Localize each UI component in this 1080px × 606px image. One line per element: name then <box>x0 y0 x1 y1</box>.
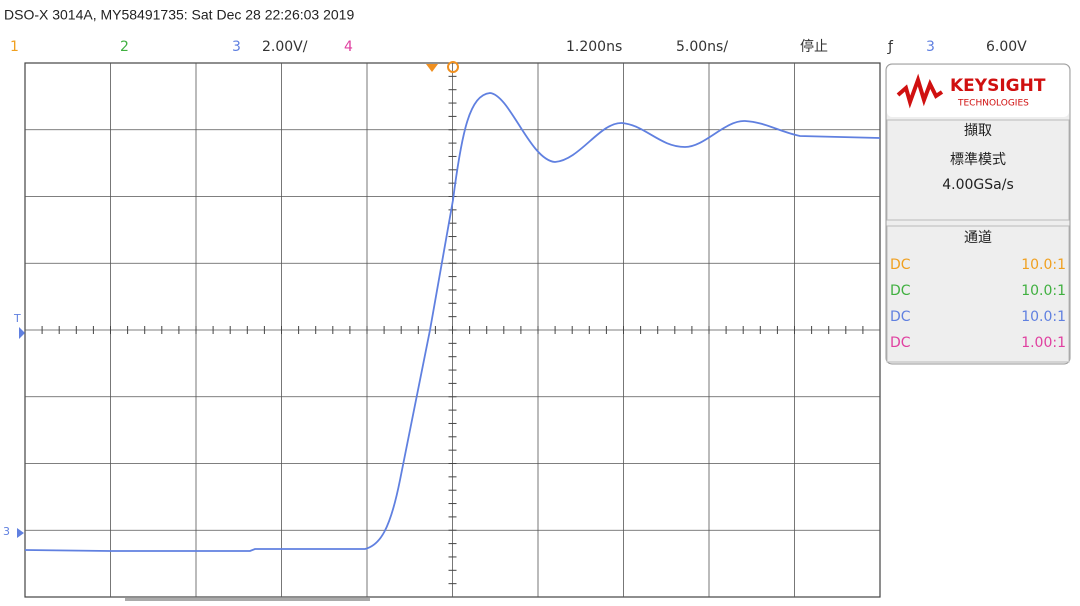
acquire-box <box>886 119 1070 221</box>
side-panel: KEYSIGHT TECHNOLOGIES 擷取 標準模式 4.00GSa/s … <box>885 63 1071 365</box>
trigger-arrow <box>19 327 25 339</box>
probe-ratio: 10.0:1 <box>1021 309 1066 325</box>
ch3-ground-marker: 3 <box>3 525 10 538</box>
probe-ratio: 10.0:1 <box>1021 283 1066 299</box>
ch2-label: 2 <box>120 39 129 55</box>
trigger-level: 6.00V <box>986 39 1027 55</box>
acquire-mode: 標準模式 <box>950 152 1006 168</box>
run-state: 停止 <box>800 38 828 55</box>
ch3-scale: 2.00V/ <box>262 39 308 55</box>
trigger-icon: ƒ <box>887 39 894 55</box>
channel-title: 通道 <box>964 230 992 246</box>
coupling: DC <box>890 257 911 273</box>
header-title: DSO-X 3014A, MY58491735: Sat Dec 28 22:2… <box>4 7 354 23</box>
ch3-ground-arrow <box>17 528 24 538</box>
ch1-label: 1 <box>10 39 19 55</box>
logo-wave <box>896 73 944 109</box>
brand-sub: TECHNOLOGIES <box>957 99 1029 109</box>
channel-rows: DC 10.0:1 DC 10.0:1 DC 10.0:1 DC 1.00:1 <box>890 257 1066 351</box>
ch4-label: 4 <box>344 39 353 55</box>
trigger-level-marker: T <box>13 312 21 325</box>
ch3-waveform <box>24 92 881 552</box>
coupling: DC <box>890 309 911 325</box>
sample-rate: 4.00GSa/s <box>942 177 1014 193</box>
ch3-label: 3 <box>232 39 241 55</box>
trigger-source: 3 <box>926 39 935 55</box>
channel-box <box>886 225 1070 363</box>
coupling: DC <box>890 283 911 299</box>
time-ref-marker <box>447 61 459 73</box>
logo-area <box>887 65 1069 117</box>
probe-ratio: 1.00:1 <box>1021 335 1066 351</box>
delay: 1.200ns <box>566 39 622 55</box>
graticule <box>24 62 881 598</box>
probe-ratio: 10.0:1 <box>1021 257 1066 273</box>
acquire-title: 擷取 <box>964 123 992 139</box>
coupling: DC <box>890 335 911 351</box>
memory-bar <box>125 598 370 601</box>
brand: KEYSIGHT <box>950 76 1046 96</box>
timebase: 5.00ns/ <box>676 39 728 55</box>
trigger-pos-marker <box>426 64 438 72</box>
